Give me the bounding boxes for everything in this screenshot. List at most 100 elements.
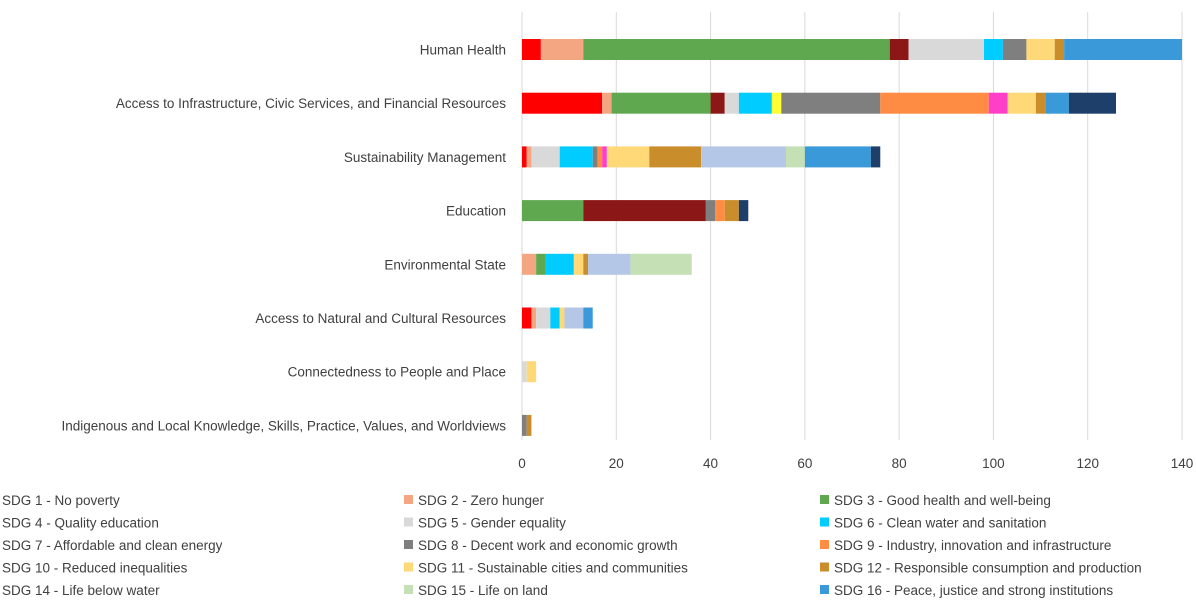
legend-item: SDG 5 - Gender equality <box>404 516 566 531</box>
x-tick-label: 80 <box>892 456 907 471</box>
bar-segment <box>592 146 598 168</box>
bar-segment <box>1068 92 1116 114</box>
bar-segment <box>738 200 749 222</box>
bar-segment <box>1007 92 1036 114</box>
legend-swatch <box>404 585 413 594</box>
legend-item: SDG 14 - Life below water <box>2 583 160 598</box>
bar-segment <box>1054 39 1065 60</box>
bar-segment <box>908 39 984 60</box>
bar-segment <box>583 253 588 275</box>
bar-segment <box>880 92 989 114</box>
bar-segment <box>701 146 786 168</box>
bars <box>522 39 1182 436</box>
category-label: Indigenous and Local Knowledge, Skills, … <box>62 418 507 433</box>
legend-swatch <box>404 517 413 527</box>
category-label: Human Health <box>420 43 506 58</box>
category-labels: Human Health Access to Infrastructure, Ci… <box>62 43 507 434</box>
bar-segment <box>573 253 584 275</box>
category-label: Access to Infrastructure, Civic Services… <box>116 96 506 111</box>
bar-segment <box>804 146 871 168</box>
legend-swatch <box>404 495 413 504</box>
legend-label: SDG 6 - Clean water and sanitation <box>834 516 1046 531</box>
bar-segment <box>786 146 805 168</box>
bar-segment <box>771 92 782 114</box>
bar-segment <box>526 414 532 436</box>
bar-segment <box>1045 92 1069 114</box>
x-tick-label: 40 <box>703 456 718 471</box>
bar-segment <box>1002 39 1027 60</box>
bar-segment <box>522 414 527 436</box>
legend-swatch <box>820 517 829 527</box>
legend-label: SDG 16 - Peace, justice and strong insti… <box>834 583 1113 598</box>
category-label: Education <box>446 204 506 219</box>
bar-segment <box>522 146 527 168</box>
legend-item: SDG 1 - No poverty <box>2 493 120 508</box>
gridlines <box>521 12 1183 440</box>
legend-swatch <box>820 585 829 594</box>
legend-label: SDG 1 - No poverty <box>2 493 120 508</box>
x-tick-label: 0 <box>518 456 526 471</box>
legend-label: SDG 3 - Good health and well-being <box>834 493 1051 508</box>
bar-segment <box>559 146 593 168</box>
legend-label: SDG 2 - Zero hunger <box>418 493 545 508</box>
bar-segment <box>611 92 711 114</box>
bar-segment <box>526 146 532 168</box>
bar-segment <box>531 307 537 329</box>
bar-segment <box>583 307 593 329</box>
legend-label: SDG 7 - Affordable and clean energy <box>2 538 223 553</box>
bar-segment <box>583 39 890 60</box>
legend-item: SDG 15 - Life on land <box>404 583 548 598</box>
legend-label: SDG 8 - Decent work and economic growth <box>418 538 678 553</box>
legend-label: SDG 15 - Life on land <box>418 583 548 598</box>
x-tick-label: 100 <box>982 456 1005 471</box>
bar-segment <box>1035 92 1046 114</box>
x-tick-label: 20 <box>609 456 624 471</box>
bar-segment <box>1026 39 1055 60</box>
bar-segment <box>870 146 881 168</box>
bar-segment <box>781 92 881 114</box>
legend-swatch <box>820 562 829 572</box>
category-label: Environmental State <box>384 257 506 272</box>
legend-item: SDG 16 - Peace, justice and strong insti… <box>820 583 1113 598</box>
bar-segment <box>715 200 725 222</box>
category-label: Connectedness to People and Place <box>288 365 506 380</box>
bar-segment <box>522 253 537 275</box>
legend-label: SDG 14 - Life below water <box>2 583 160 598</box>
bar-segment <box>724 92 739 114</box>
bar-segment <box>705 200 716 222</box>
bar-segment <box>738 92 772 114</box>
legend-item: SDG 11 - Sustainable cities and communit… <box>404 561 688 576</box>
bar-segment <box>724 200 739 222</box>
bar-segment <box>522 307 532 329</box>
legend-item: SDG 12 - Responsible consumption and pro… <box>820 561 1142 576</box>
legend-label: SDG 10 - Reduced inequalities <box>2 561 188 576</box>
bar-segment <box>540 39 584 60</box>
bar-segment <box>630 253 692 275</box>
x-axis-tick-labels: 0 20 40 60 80 100 120 140 <box>518 456 1193 471</box>
bar-segment <box>889 39 909 60</box>
bar-segment <box>522 200 584 222</box>
bar-segment <box>564 307 584 329</box>
legend-swatch <box>404 562 413 572</box>
x-tick-label: 60 <box>797 456 812 471</box>
bar-segment <box>550 307 560 329</box>
legend-item: SDG 3 - Good health and well-being <box>820 493 1051 508</box>
bar-segment <box>559 307 565 329</box>
bar-segment <box>606 146 650 168</box>
bar-segment <box>1064 39 1182 60</box>
bar-segment <box>649 146 702 168</box>
bar-segment <box>526 361 537 383</box>
legend-item: SDG 6 - Clean water and sanitation <box>820 516 1046 531</box>
bar-segment <box>583 200 706 222</box>
x-tick-label: 120 <box>1076 456 1099 471</box>
bar-segment <box>522 361 527 383</box>
legend-item: SDG 4 - Quality education <box>2 516 159 531</box>
bar-segment <box>597 146 603 168</box>
legend-label: SDG 5 - Gender equality <box>418 516 566 531</box>
category-label: Access to Natural and Cultural Resources <box>255 311 506 326</box>
bar-segment <box>988 92 1008 114</box>
bar-segment <box>588 253 631 275</box>
legend-label: SDG 9 - Industry, innovation and infrast… <box>834 538 1111 553</box>
bar-segment <box>984 39 1003 60</box>
